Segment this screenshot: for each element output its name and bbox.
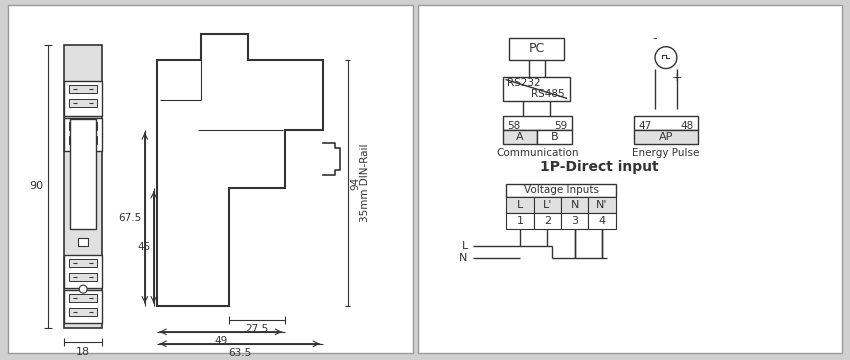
Text: AP: AP: [659, 132, 673, 142]
Text: 49: 49: [214, 336, 227, 346]
Bar: [65, 290, 102, 323]
Text: L: L: [462, 242, 468, 251]
Text: N': N': [597, 200, 608, 210]
Text: PC: PC: [529, 42, 545, 55]
Text: RS485: RS485: [531, 89, 565, 99]
Bar: [588, 197, 615, 213]
Bar: [65, 255, 102, 288]
Bar: [78, 238, 88, 246]
Text: 1: 1: [517, 216, 524, 226]
Text: N: N: [459, 253, 468, 263]
Bar: [418, 5, 842, 353]
Text: Energy Pulse: Energy Pulse: [632, 148, 700, 158]
Text: A: A: [516, 132, 524, 142]
Bar: [507, 197, 534, 213]
Text: 47: 47: [638, 121, 652, 131]
Text: 59: 59: [554, 121, 567, 131]
Bar: [509, 38, 564, 60]
Bar: [561, 197, 588, 213]
Text: +: +: [672, 71, 683, 84]
Text: 67.5: 67.5: [118, 213, 142, 223]
Text: 45: 45: [138, 242, 150, 252]
Bar: [537, 130, 572, 144]
Bar: [633, 130, 698, 144]
Text: B: B: [551, 132, 558, 142]
Bar: [70, 136, 97, 144]
Bar: [588, 213, 615, 229]
Text: 58: 58: [507, 121, 521, 131]
Text: N: N: [570, 200, 579, 210]
Bar: [507, 184, 615, 197]
Bar: [633, 116, 698, 130]
Text: 3: 3: [571, 216, 578, 226]
Bar: [70, 99, 97, 107]
Bar: [70, 273, 97, 281]
Text: 35mm DIN-Rail: 35mm DIN-Rail: [360, 144, 371, 222]
Circle shape: [79, 285, 88, 293]
Bar: [65, 81, 102, 116]
Bar: [507, 213, 534, 229]
Circle shape: [655, 47, 677, 68]
Text: Voltage Inputs: Voltage Inputs: [524, 185, 598, 195]
Bar: [462, 104, 708, 149]
Bar: [502, 77, 570, 102]
Text: 18: 18: [76, 347, 90, 357]
Bar: [65, 45, 102, 328]
Bar: [70, 85, 97, 93]
Bar: [462, 166, 708, 234]
Bar: [561, 213, 588, 229]
Text: 48: 48: [680, 121, 694, 131]
Text: 94: 94: [350, 177, 360, 190]
Text: L: L: [517, 200, 524, 210]
Text: 90: 90: [30, 181, 43, 191]
Bar: [71, 119, 96, 229]
Bar: [534, 197, 561, 213]
Bar: [8, 5, 413, 353]
Bar: [65, 118, 102, 151]
Text: 1P-Direct input: 1P-Direct input: [540, 160, 658, 174]
Text: 63.5: 63.5: [228, 348, 252, 358]
Bar: [70, 294, 97, 302]
Text: 2: 2: [544, 216, 551, 226]
Text: 4: 4: [598, 216, 606, 226]
Bar: [502, 130, 537, 144]
Bar: [70, 308, 97, 316]
Bar: [70, 122, 97, 130]
Text: L': L': [543, 200, 552, 210]
Text: Communication: Communication: [496, 148, 579, 158]
Text: RS232: RS232: [507, 78, 541, 89]
Text: 27.5: 27.5: [245, 324, 269, 334]
Bar: [70, 259, 97, 267]
Text: -: -: [653, 32, 657, 45]
Bar: [502, 116, 572, 130]
Bar: [534, 213, 561, 229]
